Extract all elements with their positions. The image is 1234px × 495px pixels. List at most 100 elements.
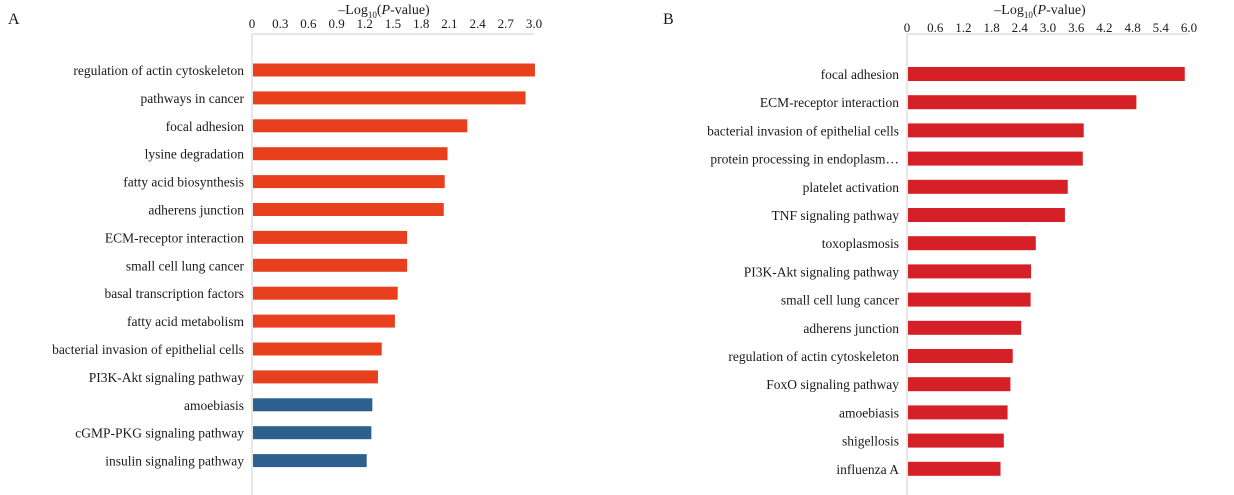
category-label-a: bacterial invasion of epithelial cells	[52, 342, 244, 357]
axis-title-subscript: 10	[1024, 10, 1034, 20]
axis-title-open: (	[377, 3, 382, 18]
category-label-a: fatty acid metabolism	[127, 314, 244, 329]
bar-a	[253, 175, 445, 189]
panel-b: B –Log10(P-value) 0 0.6 1.2 1.8 2.4 3.0 3.6 4.2…	[663, 3, 1197, 495]
x-tick-label-b: 4.8	[1124, 20, 1140, 35]
x-tick-label-a: 2.4	[469, 16, 486, 31]
x-tick-label-b: 1.2	[955, 20, 971, 35]
axis-title-prefix: –Log	[337, 3, 368, 18]
bar-a	[253, 119, 468, 133]
bar-a	[253, 63, 535, 77]
category-label-a: pathways in cancer	[141, 91, 245, 106]
axis-title-subscript: 10	[368, 10, 378, 20]
x-tick-label-a: 2.1	[441, 16, 457, 31]
x-tick-label-a: 1.8	[413, 16, 429, 31]
bar-b	[908, 264, 1032, 279]
x-axis-ticks-b: 0 0.6 1.2 1.8 2.4 3.0 3.6 4.2 4.8 5.4 6.0	[904, 20, 1197, 35]
bar-b	[908, 208, 1065, 222]
category-label-b: influenza A	[836, 462, 899, 477]
x-tick-label-a: 0.6	[300, 16, 317, 31]
category-label-a: amoebiasis	[184, 398, 244, 413]
x-axis-title-a: –Log10(P-value)	[337, 3, 430, 20]
category-label-b: PI3K-Akt signaling pathway	[744, 264, 899, 279]
x-tick-label-a: 3.0	[526, 16, 542, 31]
axis-title-italic: P	[381, 3, 391, 18]
category-label-b: regulation of actin cytoskeleton	[728, 349, 899, 364]
bar-a	[253, 91, 526, 105]
bar-a	[253, 370, 378, 384]
axis-title-prefix: –Log	[993, 3, 1024, 18]
axis-title-suffix: -value)	[1046, 3, 1086, 18]
category-labels-b: focal adhesion ECM-receptor interaction ba…	[707, 67, 899, 477]
x-tick-label-b: 3.0	[1040, 20, 1056, 35]
x-tick-label-b: 1.8	[983, 20, 999, 35]
category-label-a: ECM-receptor interaction	[105, 230, 244, 245]
panel-letter-b: B	[663, 11, 674, 28]
category-label-a: lysine degradation	[145, 147, 245, 162]
bar-a	[253, 398, 373, 412]
category-label-b: small cell lung cancer	[781, 293, 900, 308]
bar-b	[908, 349, 1013, 363]
panel-letter-a: A	[8, 11, 20, 28]
category-label-b: focal adhesion	[821, 67, 900, 82]
x-tick-label-a: 0.9	[328, 16, 344, 31]
bar-b	[908, 461, 1001, 476]
bar-a	[253, 314, 395, 328]
category-label-b: amoebiasis	[839, 405, 899, 420]
bar-b	[908, 123, 1084, 138]
bar-b	[908, 320, 1022, 335]
bar-a	[253, 454, 367, 468]
axis-title-suffix: -value)	[390, 3, 430, 18]
x-tick-label-b: 2.4	[1012, 20, 1029, 35]
category-label-b: platelet activation	[803, 180, 900, 195]
bar-a	[253, 426, 372, 440]
category-label-a: fatty acid biosynthesis	[123, 175, 244, 190]
category-label-b: ECM-receptor interaction	[760, 95, 899, 110]
category-labels-a: regulation of actin cytoskeleton pathways…	[52, 63, 244, 469]
bar-b	[908, 179, 1068, 194]
category-label-b: TNF signaling pathway	[772, 208, 900, 223]
x-tick-label-b: 0	[904, 20, 911, 35]
x-tick-label-b: 6.0	[1181, 20, 1197, 35]
panel-a: A –Log10(P-value) 0 0.3 0.6 0.9 1.2 1.5 1.8 2.1…	[8, 3, 542, 495]
axis-title-italic: P	[1037, 3, 1047, 18]
x-axis-title-b: –Log10(P-value)	[993, 3, 1086, 20]
x-tick-label-b: 3.6	[1068, 20, 1085, 35]
bar-b	[908, 236, 1036, 251]
axis-title-open: (	[1033, 3, 1038, 18]
category-label-b: bacterial invasion of epithelial cells	[707, 123, 899, 138]
x-tick-label-b: 4.2	[1096, 20, 1112, 35]
category-label-a: PI3K-Akt signaling pathway	[89, 370, 244, 385]
bar-a	[253, 230, 408, 244]
bar-b	[908, 292, 1031, 307]
bar-b	[908, 377, 1011, 392]
category-label-b: adherens junction	[803, 321, 899, 336]
x-tick-label-b: 0.6	[927, 20, 944, 35]
category-label-b: toxoplasmosis	[822, 236, 899, 251]
category-label-b: protein processing in endoplasm…	[710, 152, 899, 167]
bars-a	[253, 63, 535, 468]
category-label-a: basal transcription factors	[105, 286, 244, 301]
bars-b	[908, 67, 1185, 476]
x-tick-label-a: 2.7	[498, 16, 515, 31]
x-axis-ticks-a: 0 0.3 0.6 0.9 1.2 1.5 1.8 2.1 2.4 2.7 3.0	[249, 16, 542, 31]
category-label-a: small cell lung cancer	[126, 258, 245, 273]
category-label-a: insulin signaling pathway	[105, 454, 244, 469]
x-tick-label-a: 0.3	[272, 16, 288, 31]
x-tick-label-a: 1.2	[357, 16, 373, 31]
bar-b	[908, 405, 1008, 420]
bar-a	[253, 203, 444, 216]
category-label-a: regulation of actin cytoskeleton	[73, 63, 244, 78]
category-label-b: shigellosis	[842, 434, 899, 449]
bar-b	[908, 67, 1185, 81]
bar-a	[253, 342, 382, 356]
category-label-a: cGMP-PKG signaling pathway	[75, 426, 244, 441]
category-label-a: focal adhesion	[166, 119, 245, 134]
bar-b	[908, 433, 1004, 448]
x-tick-label-a: 0	[249, 16, 256, 31]
x-tick-label-b: 5.4	[1153, 20, 1170, 35]
x-tick-label-a: 1.5	[385, 16, 401, 31]
bar-a	[253, 286, 398, 300]
category-label-a: adherens junction	[148, 203, 244, 218]
